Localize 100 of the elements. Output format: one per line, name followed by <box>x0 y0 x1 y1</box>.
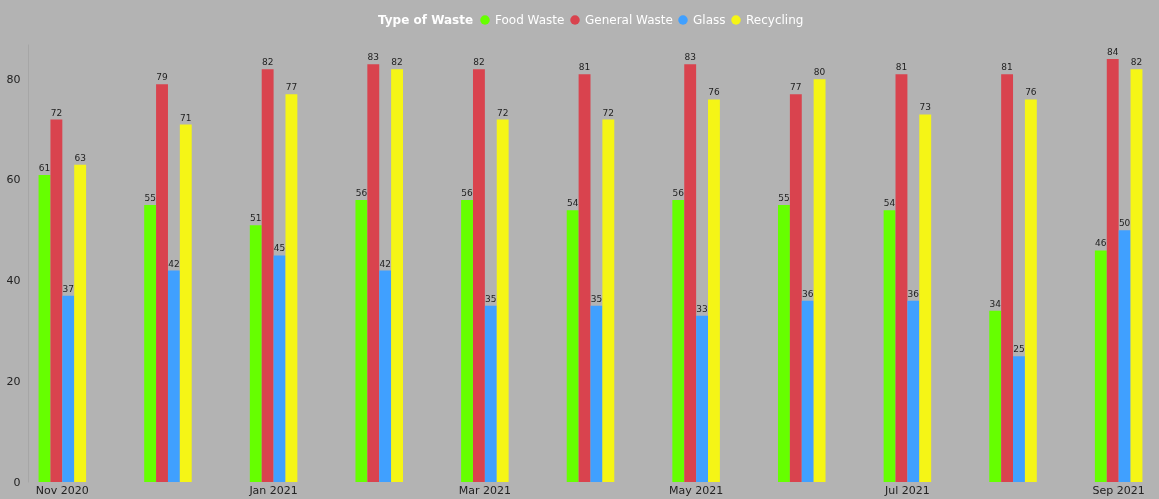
bar <box>672 200 685 482</box>
legend-title: Type of Waste <box>378 13 474 27</box>
bar <box>496 119 509 482</box>
data-label: 76 <box>708 87 720 98</box>
y-tick-label: 60 <box>6 173 21 187</box>
data-label: 42 <box>168 258 180 269</box>
bar <box>379 270 392 482</box>
legend-label: General Waste <box>585 13 673 27</box>
data-label: 83 <box>684 52 696 63</box>
data-label: 81 <box>895 62 908 73</box>
bar <box>38 174 51 482</box>
data-label: 33 <box>696 303 708 314</box>
data-label: 56 <box>461 188 474 199</box>
bar <box>391 69 403 482</box>
bar <box>62 295 75 482</box>
data-label: 73 <box>919 102 931 113</box>
data-label: 42 <box>379 258 391 269</box>
data-label: 55 <box>144 193 156 204</box>
data-label: 81 <box>1001 62 1013 73</box>
data-label: 25 <box>1013 344 1025 355</box>
bar <box>285 94 298 482</box>
bar <box>261 69 274 482</box>
data-label: 77 <box>285 82 298 93</box>
data-label: 82 <box>391 57 403 68</box>
bar <box>1130 69 1143 482</box>
data-label: 36 <box>801 288 814 299</box>
data-label: 76 <box>1025 87 1037 98</box>
legend-label: Recycling <box>746 13 804 27</box>
data-label: 82 <box>473 57 485 68</box>
data-label: 80 <box>813 67 826 78</box>
bar <box>778 205 790 482</box>
data-label: 50 <box>1118 218 1131 229</box>
bar <box>50 119 63 482</box>
bar <box>367 64 380 482</box>
bar <box>156 84 168 482</box>
data-label: 83 <box>367 52 380 63</box>
bar <box>1024 99 1037 482</box>
bar <box>602 119 615 482</box>
bar <box>696 315 709 482</box>
data-label: 84 <box>1107 47 1119 58</box>
x-tick-label: Sep 2021 <box>1092 483 1145 497</box>
y-tick-label: 40 <box>6 274 21 288</box>
bar <box>789 94 802 482</box>
bar <box>1106 59 1119 482</box>
legend-label: Glass <box>693 13 726 27</box>
y-tick-label: 80 <box>6 72 21 86</box>
data-label: 81 <box>578 62 591 73</box>
x-tick-label: May 2021 <box>669 483 724 497</box>
data-label: 61 <box>38 162 51 173</box>
data-label: 63 <box>74 152 86 163</box>
bar <box>273 255 286 482</box>
legend-label: Food Waste <box>495 13 565 27</box>
bar <box>708 99 720 482</box>
data-label: 46 <box>1095 238 1107 249</box>
y-tick-label: 0 <box>13 475 21 489</box>
data-label: 72 <box>602 107 615 118</box>
bar <box>883 210 896 482</box>
data-label: 54 <box>566 198 579 209</box>
data-label: 45 <box>273 243 286 254</box>
y-tick-label: 20 <box>6 374 21 388</box>
data-label: 72 <box>496 107 509 118</box>
bar <box>74 164 87 482</box>
bar <box>472 69 485 482</box>
x-tick-label: Jul 2021 <box>884 483 930 497</box>
bar <box>684 64 697 482</box>
x-tick-label: Mar 2021 <box>458 483 511 497</box>
x-tick-label: Nov 2020 <box>35 483 89 497</box>
bar <box>1013 356 1025 482</box>
bar <box>566 210 579 482</box>
bar <box>461 200 473 482</box>
data-label: 36 <box>907 288 920 299</box>
data-label: 37 <box>62 283 74 294</box>
data-label: 82 <box>261 57 274 68</box>
data-label: 35 <box>590 293 603 304</box>
data-label: 56 <box>355 188 368 199</box>
bar <box>989 310 1002 482</box>
data-label: 71 <box>180 112 192 123</box>
bar <box>919 114 932 482</box>
data-label: 54 <box>883 198 896 209</box>
data-label: 56 <box>672 188 685 199</box>
data-label: 55 <box>778 193 790 204</box>
bar <box>484 305 497 482</box>
data-label: 77 <box>790 82 802 93</box>
bar <box>1118 230 1131 482</box>
data-label: 35 <box>485 293 497 304</box>
bar <box>578 74 591 482</box>
data-label: 79 <box>156 72 169 83</box>
bar <box>590 305 603 482</box>
bar <box>179 124 192 482</box>
bar <box>813 79 826 482</box>
bar <box>907 300 920 482</box>
bar <box>1001 74 1014 482</box>
bar <box>801 300 814 482</box>
bar <box>167 270 180 482</box>
data-label: 72 <box>50 107 63 118</box>
data-label: 34 <box>989 298 1002 309</box>
bar <box>249 225 262 482</box>
bar <box>355 200 368 482</box>
bar <box>895 74 908 482</box>
data-label: 51 <box>250 213 262 224</box>
